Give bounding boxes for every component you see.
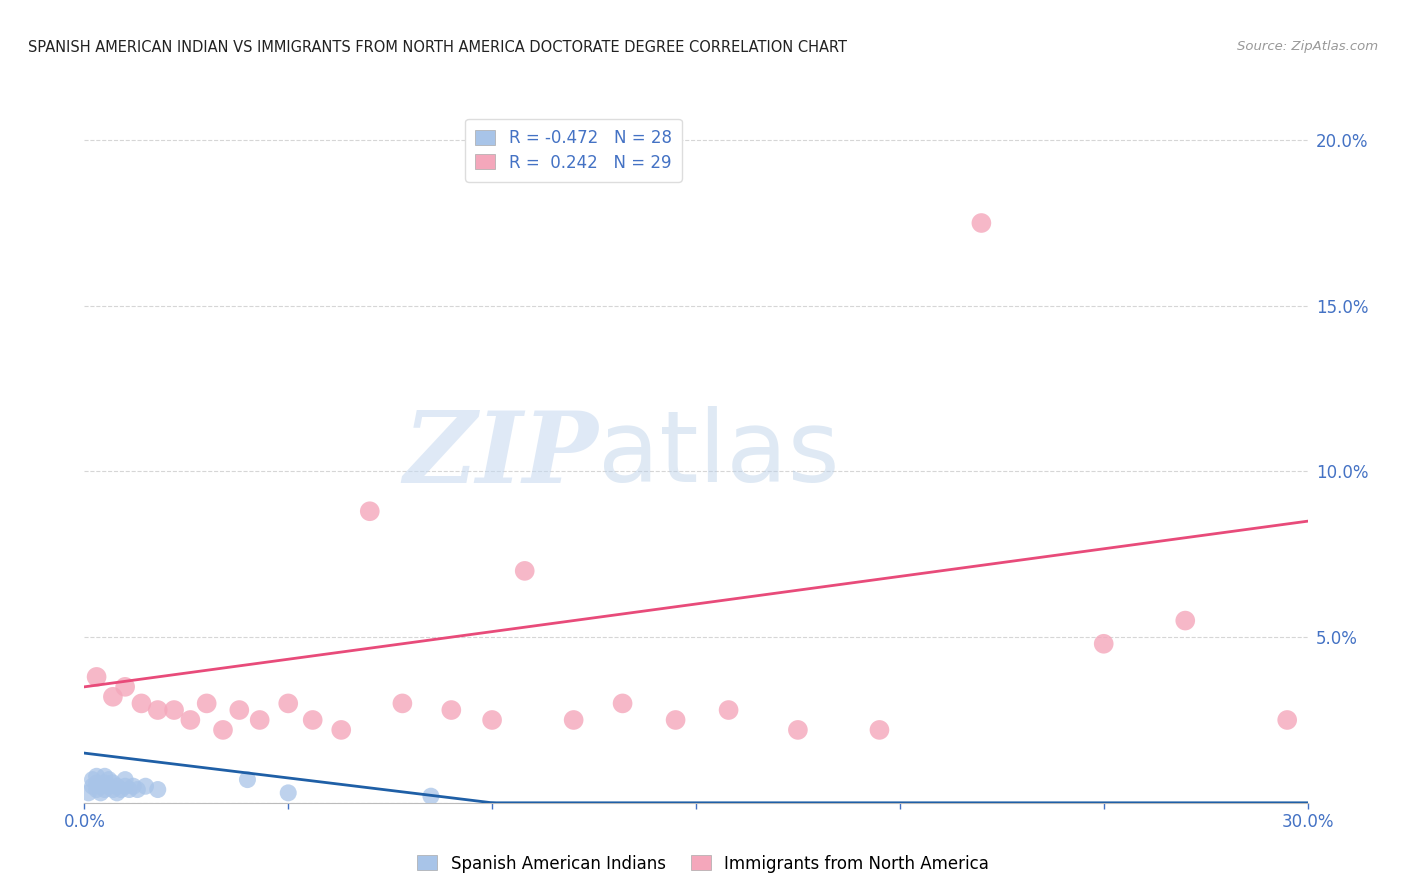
Point (1174, 614, 1197, 628)
Point (330, 723, 353, 737)
Point (114, 680, 136, 694)
Point (359, 504, 381, 518)
Point (236, 772, 259, 787)
Point (513, 564, 536, 578)
Point (249, 713, 271, 727)
Point (481, 713, 503, 727)
Point (277, 697, 299, 711)
Point (665, 713, 688, 727)
Text: atlas: atlas (598, 407, 839, 503)
Point (717, 703, 740, 717)
Point (105, 779, 128, 793)
Point (101, 776, 124, 790)
Point (86, 776, 108, 790)
Point (82, 779, 104, 793)
Point (118, 782, 141, 797)
Text: ZIP: ZIP (404, 407, 598, 503)
Point (146, 782, 169, 797)
Point (93, 782, 115, 797)
Point (970, 216, 993, 230)
Point (228, 703, 250, 717)
Point (127, 782, 149, 797)
Point (420, 789, 443, 804)
Point (1277, 713, 1299, 727)
Point (1092, 637, 1115, 651)
Legend: Spanish American Indians, Immigrants from North America: Spanish American Indians, Immigrants fro… (411, 848, 995, 880)
Point (612, 697, 634, 711)
Point (114, 772, 136, 787)
Point (101, 690, 124, 704)
Point (195, 697, 218, 711)
Point (114, 779, 136, 793)
Point (787, 723, 810, 737)
Point (101, 782, 124, 797)
Point (105, 786, 128, 800)
Point (122, 779, 145, 793)
Point (82, 772, 104, 787)
Text: Source: ZipAtlas.com: Source: ZipAtlas.com (1237, 40, 1378, 54)
Point (86, 670, 108, 684)
Point (93, 776, 115, 790)
Point (391, 697, 413, 711)
Legend: R = -0.472   N = 28, R =  0.242   N = 29: R = -0.472 N = 28, R = 0.242 N = 29 (465, 119, 682, 181)
Point (869, 723, 891, 737)
Point (86, 782, 108, 797)
Point (440, 703, 463, 717)
Point (110, 782, 132, 797)
Point (146, 703, 169, 717)
Point (77, 786, 100, 800)
Point (97, 772, 120, 787)
Point (86, 769, 108, 783)
Point (90, 779, 112, 793)
Point (301, 713, 323, 727)
Point (131, 697, 153, 711)
Point (179, 713, 201, 727)
Point (212, 723, 235, 737)
Point (93, 769, 115, 783)
Text: SPANISH AMERICAN INDIAN VS IMMIGRANTS FROM NORTH AMERICA DOCTORATE DEGREE CORREL: SPANISH AMERICAN INDIAN VS IMMIGRANTS FR… (28, 40, 848, 55)
Point (90, 786, 112, 800)
Point (562, 713, 585, 727)
Point (97, 779, 120, 793)
Point (135, 779, 157, 793)
Point (277, 786, 299, 800)
Point (163, 703, 186, 717)
